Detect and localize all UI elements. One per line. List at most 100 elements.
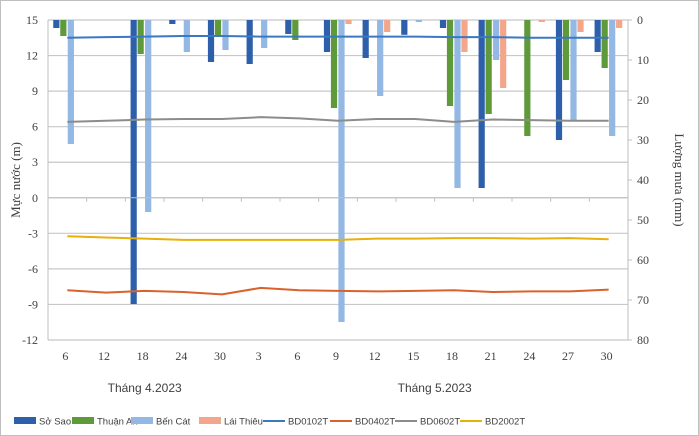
bar-bến-cát <box>338 20 345 322</box>
bar-bến-cát <box>454 20 461 188</box>
x-tick-label: 6 <box>294 349 300 363</box>
right-axis-title: Lượng mưa (mm) <box>672 133 687 226</box>
bar-sở-sao <box>555 20 563 140</box>
left-tick-label: 0 <box>32 191 38 205</box>
month-label: Tháng 4.2023 <box>108 381 182 395</box>
x-tick-label: 15 <box>407 349 419 363</box>
bar-bến-cát <box>145 20 152 212</box>
right-tick-label: 80 <box>637 333 649 347</box>
bar-thuận-an <box>330 20 338 108</box>
bar-thuận-an <box>524 20 531 136</box>
legend-item-bd0102t: BD0102T <box>263 417 328 428</box>
legend-label: Bến Cát <box>156 417 191 428</box>
left-tick-label: 12 <box>26 49 38 63</box>
bar-lái-thiêu <box>384 20 391 32</box>
bar-lái-thiêu <box>616 20 623 28</box>
left-tick-label: -12 <box>22 333 38 347</box>
x-tick-label: 18 <box>446 349 458 363</box>
bar-lái-thiêu <box>500 20 507 88</box>
left-axis-title: Mực nước (m) <box>8 142 23 218</box>
legend-label: BD0602T <box>420 417 460 428</box>
legend-item-thuận-an: Thuận An <box>72 417 138 428</box>
legend: Sở Sao Thuận An Bến Cát Lái Thiêu BD0102T BD0… <box>14 417 525 428</box>
left-axis-ticks: 15 12 9 6 3 0 -3 -6 -9 -12 <box>22 13 38 347</box>
bar-sở-sao <box>53 20 60 28</box>
bars <box>53 20 623 322</box>
bar-bến-cát <box>377 20 384 96</box>
x-tick-label: 27 <box>562 349 574 363</box>
line-bd0102t <box>67 35 609 39</box>
legend-swatch <box>72 417 94 424</box>
legend-item-bd2002t: BD2002T <box>460 417 525 428</box>
legend-label: BD2002T <box>485 417 525 428</box>
bar-sở-sao <box>130 20 137 304</box>
x-tick-label: 24 <box>523 349 535 363</box>
x-tick-label: 6 <box>62 349 68 363</box>
line-bd0402t <box>67 286 609 296</box>
right-tick-label: 10 <box>637 53 649 67</box>
bar-sở-sao <box>285 20 292 34</box>
bar-lái-thiêu <box>538 20 545 22</box>
left-tick-label: -9 <box>28 297 38 311</box>
bar-bến-cát <box>261 20 268 48</box>
legend-item-bd0602t: BD0602T <box>395 417 460 428</box>
x-tick-label: 30 <box>601 349 613 363</box>
x-axis-ticks: 6 12 18 24 30 3 6 9 12 15 18 21 24 27 30 <box>62 349 612 363</box>
left-tick-label: -3 <box>28 226 38 240</box>
bar-sở-sao <box>169 20 176 24</box>
legend-label: BD0402T <box>355 417 395 428</box>
bar-sở-sao <box>207 20 215 62</box>
right-tick-label: 30 <box>637 133 649 147</box>
bar-thuận-an <box>601 20 608 68</box>
legend-label: BD0102T <box>288 417 328 428</box>
bar-sở-sao <box>594 20 601 52</box>
bar-sở-sao <box>401 20 408 35</box>
lines <box>67 35 609 296</box>
x-tick-label: 12 <box>98 349 110 363</box>
bar-lái-thiêu <box>577 20 584 32</box>
right-tick-label: 60 <box>637 253 649 267</box>
legend-label: Sở Sao <box>39 417 71 428</box>
x-tick-label: 12 <box>369 349 381 363</box>
legend-swatch <box>199 417 221 424</box>
right-tick-label: 70 <box>637 293 649 307</box>
bar-sở-sao <box>246 20 253 64</box>
bar-sở-sao <box>478 20 485 188</box>
legend-item-lái-thiêu: Lái Thiêu <box>199 417 263 428</box>
right-tick-label: 0 <box>637 13 643 27</box>
bar-bến-cát <box>67 20 74 144</box>
left-tick-label: -6 <box>28 262 38 276</box>
legend-label: Thuận An <box>97 417 138 428</box>
bar-thuận-an <box>292 20 299 40</box>
legend-item-bến-cát: Bến Cát <box>131 417 191 428</box>
bar-lái-thiêu <box>461 20 468 52</box>
bar-bến-cát <box>493 20 500 60</box>
legend-label: Lái Thiêu <box>224 417 263 428</box>
bar-thuận-an <box>60 20 67 36</box>
legend-swatch <box>14 417 36 424</box>
x-tick-label: 9 <box>333 349 339 363</box>
right-tick-label: 50 <box>637 213 649 227</box>
legend-swatch <box>131 417 153 424</box>
x-tick-label: 21 <box>485 349 497 363</box>
bar-thuận-an <box>485 20 492 114</box>
bar-bến-cát <box>570 20 577 120</box>
bar-thuận-an <box>446 20 454 106</box>
x-tick-label: 30 <box>214 349 226 363</box>
legend-item-sở-sao: Sở Sao <box>14 417 71 428</box>
left-tick-label: 15 <box>26 13 38 27</box>
bar-bến-cát <box>609 20 616 136</box>
line-bd0602t <box>67 116 609 123</box>
bar-lái-thiêu <box>345 20 352 24</box>
right-tick-label: 20 <box>637 93 649 107</box>
month-label: Tháng 5.2023 <box>398 381 472 395</box>
bar-bến-cát <box>415 20 422 22</box>
line-bd2002t <box>67 235 609 241</box>
bar-sở-sao <box>439 20 447 28</box>
x-tick-label: 18 <box>137 349 149 363</box>
x-tick-label: 3 <box>256 349 262 363</box>
legend-item-bd0402t: BD0402T <box>330 417 395 428</box>
month-labels: Tháng 4.2023 Tháng 5.2023 <box>108 381 472 395</box>
